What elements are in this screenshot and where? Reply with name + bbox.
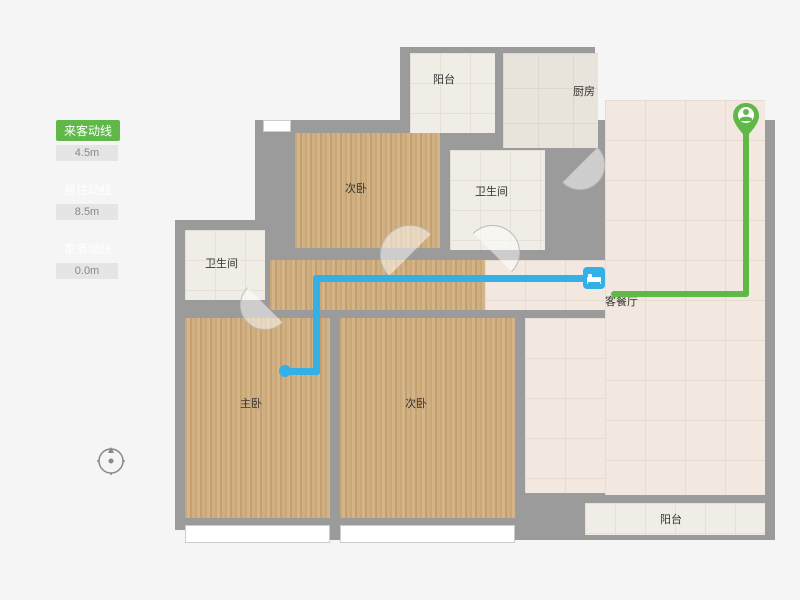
label-balcony-top: 阳台 bbox=[433, 71, 455, 87]
entry-marker-icon bbox=[733, 103, 759, 135]
legend-item-living: 居住动线 8.5m bbox=[56, 179, 120, 220]
label-master: 主卧 bbox=[240, 395, 262, 411]
room-kitchen bbox=[503, 53, 598, 148]
window-frame bbox=[185, 525, 330, 543]
label-bedroom2-top: 次卧 bbox=[345, 180, 367, 196]
window-frame bbox=[340, 525, 515, 543]
label-bedroom2-bot: 次卧 bbox=[405, 395, 427, 411]
path-guest bbox=[743, 125, 749, 297]
legend-value-living: 8.5m bbox=[56, 204, 118, 220]
legend-value-chore: 0.0m bbox=[56, 263, 118, 279]
legend-badge-guest: 来客动线 bbox=[56, 120, 120, 141]
room-balcony-top bbox=[410, 53, 495, 133]
label-kitchen: 厨房 bbox=[573, 83, 595, 99]
legend-value-guest: 4.5m bbox=[56, 145, 118, 161]
floorplan: 阳台 厨房 客餐厅 次卧 卫生间 卫生间 主卧 次卧 阳台 bbox=[185, 25, 765, 575]
path-living bbox=[313, 275, 320, 375]
legend-item-chore: 家务动线 0.0m bbox=[56, 238, 120, 279]
path-living-end bbox=[279, 365, 291, 377]
label-bathroom-r: 卫生间 bbox=[475, 183, 508, 199]
legend-item-guest: 来客动线 4.5m bbox=[56, 120, 120, 161]
legend-badge-living: 居住动线 bbox=[56, 179, 120, 200]
label-balcony-bot: 阳台 bbox=[660, 511, 682, 527]
path-living bbox=[313, 275, 595, 282]
room-bedroom2-bot bbox=[340, 318, 515, 518]
legend-badge-chore: 家务动线 bbox=[56, 238, 120, 259]
room-living-lower bbox=[525, 318, 605, 493]
window-frame bbox=[263, 120, 291, 132]
compass-icon bbox=[95, 445, 127, 477]
label-bathroom-l: 卫生间 bbox=[205, 255, 238, 271]
room-hall bbox=[270, 260, 485, 310]
room-master bbox=[185, 318, 330, 518]
bed-icon bbox=[583, 267, 605, 289]
path-guest bbox=[611, 291, 749, 297]
legend: 来客动线 4.5m 居住动线 8.5m 家务动线 0.0m bbox=[56, 120, 120, 297]
